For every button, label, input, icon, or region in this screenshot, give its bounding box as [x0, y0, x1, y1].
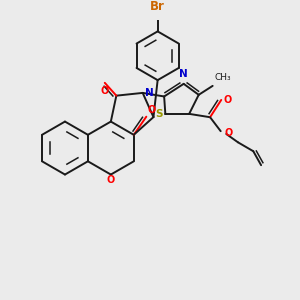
- Text: CH₃: CH₃: [214, 73, 231, 82]
- Text: O: O: [101, 85, 109, 96]
- Text: O: O: [148, 105, 156, 115]
- Text: N: N: [179, 69, 188, 79]
- Text: O: O: [107, 175, 115, 185]
- Text: S: S: [155, 109, 163, 119]
- Text: O: O: [224, 128, 232, 138]
- Text: O: O: [224, 95, 232, 105]
- Text: N: N: [145, 88, 153, 98]
- Text: Br: Br: [150, 0, 165, 13]
